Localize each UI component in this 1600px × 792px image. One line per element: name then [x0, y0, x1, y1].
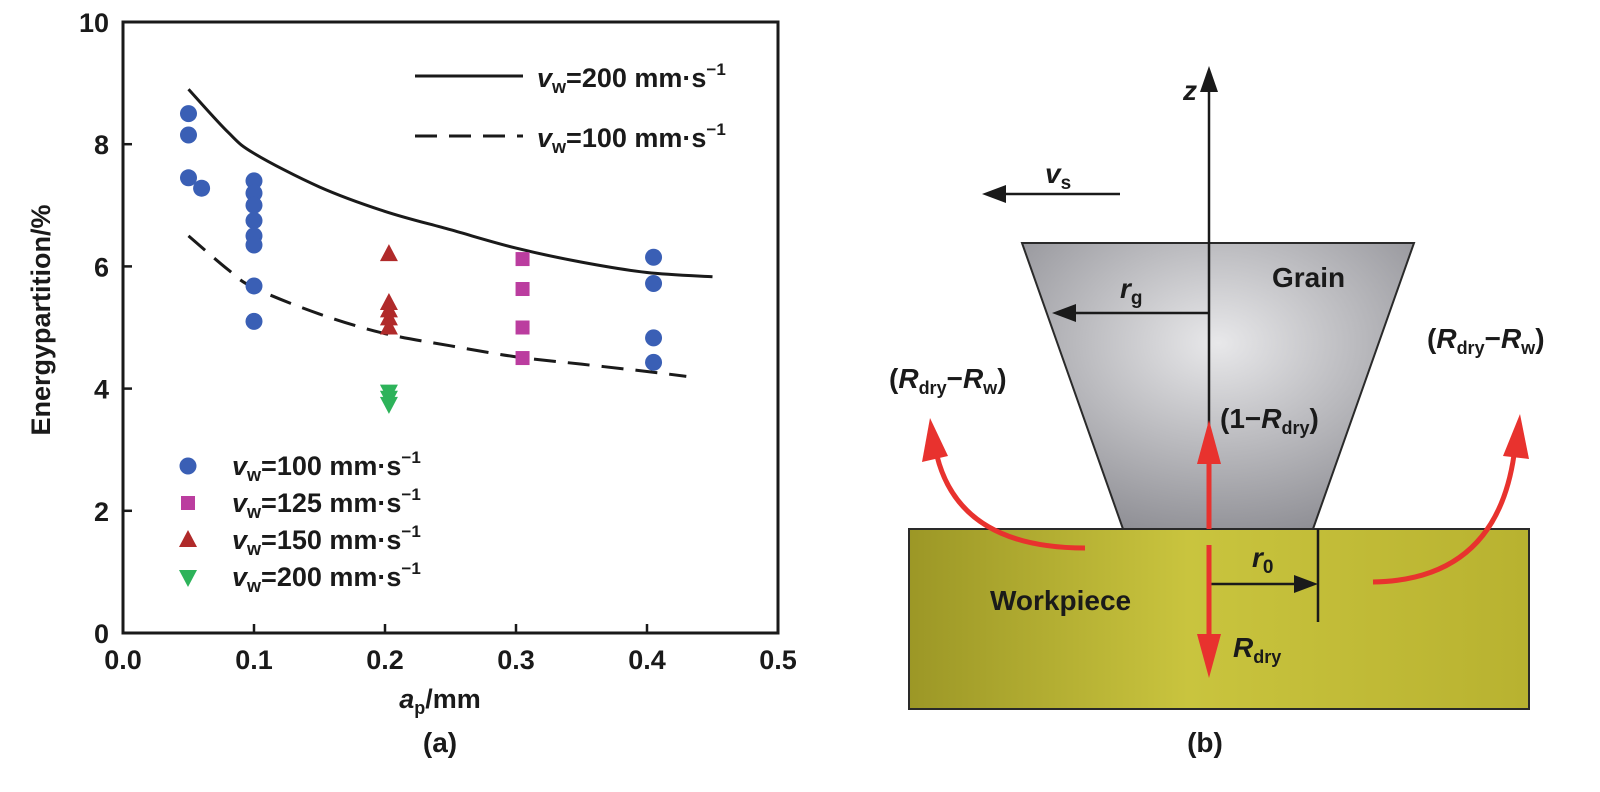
x-axis-label: ap/mm	[399, 684, 481, 718]
up-flux-label: (1−Rdry)	[1220, 403, 1319, 438]
up-flux-arrowhead	[1197, 420, 1221, 464]
left-flux-label: (Rdry−Rw)	[889, 363, 1007, 398]
z-axis-label: z	[1182, 75, 1197, 106]
data-point-series-1	[180, 126, 197, 144]
left-flux-arrowhead	[922, 418, 948, 462]
down-flux-arrowhead	[1197, 634, 1221, 678]
data-point-series-1	[645, 329, 663, 347]
r0-label: r0	[1252, 542, 1273, 578]
legend-marker-series-4	[179, 570, 197, 587]
panel-label-b: (b)	[1187, 727, 1223, 758]
y-tick-label: 6	[94, 252, 109, 282]
data-point-series-1	[245, 236, 263, 254]
fit-line-solid	[187, 88, 713, 279]
chart-panel-a: 0.0 0.1 0.2 0.3 0.4 0.5 0 2 4 6 8 10 Energypartitio…	[26, 8, 797, 758]
right-flux-arrowhead	[1503, 414, 1529, 459]
legend-series-4-label: vw=200 mm·s−1	[232, 559, 421, 596]
data-point-series-1	[245, 312, 263, 330]
data-point-series-1	[245, 196, 263, 214]
y-axis-label: Energypartition/%	[26, 204, 56, 435]
vs-label: vs	[1045, 158, 1071, 194]
right-flux-arrow-curve	[1372, 454, 1517, 585]
left-flux-arrow-curve	[934, 455, 1086, 551]
data-point-series-2	[515, 252, 530, 267]
y-tick-label: 0	[94, 619, 109, 649]
rg-arrowhead	[1052, 304, 1076, 322]
panel-label-a: (a)	[423, 727, 457, 758]
plot-frame	[121, 20, 780, 635]
legend-series-1-label: vw=100 mm·s−1	[232, 448, 421, 485]
vs-arrowhead	[982, 185, 1006, 203]
data-point-series-1	[245, 184, 263, 202]
data-point-series-2	[515, 351, 530, 366]
legend-lines: vw=200 mm·s−1 vw=100 mm·s−1	[415, 60, 726, 157]
fit-line-dashed	[187, 234, 687, 378]
x-tick-label: 0.3	[497, 645, 535, 675]
fit-lines	[187, 88, 713, 378]
x-tick-label: 0.0	[104, 645, 142, 675]
data-point-series-1	[245, 212, 263, 230]
y-tick-label: 2	[94, 497, 109, 527]
legend-marker-series-2	[181, 496, 195, 510]
legend-series-3-label: vw=150 mm·s−1	[232, 522, 421, 559]
heat-flux-arrows	[922, 414, 1529, 678]
data-points	[180, 105, 663, 414]
data-point-series-1	[180, 105, 197, 123]
data-point-series-1	[245, 277, 263, 295]
y-tick-label: 10	[79, 8, 109, 38]
workpiece-label: Workpiece	[990, 585, 1131, 616]
y-tick-label: 4	[94, 375, 109, 405]
x-tick-label: 0.5	[759, 645, 797, 675]
data-point-series-2	[515, 282, 530, 297]
grain-label: Grain	[1272, 262, 1345, 293]
legend-line-dashed-label: vw=100 mm·s−1	[537, 120, 726, 157]
data-point-series-1	[193, 179, 211, 197]
x-tick-label: 0.2	[366, 645, 404, 675]
x-axis-label-main: a	[399, 684, 414, 714]
right-flux-label: (Rdry−Rw)	[1427, 323, 1545, 358]
legend-line-solid-label: vw=200 mm·s−1	[537, 60, 726, 97]
r0-arrowhead	[1294, 575, 1318, 593]
data-point-series-1	[645, 275, 663, 293]
data-point-series-2	[515, 320, 530, 335]
legend-marker-series-3	[179, 530, 197, 547]
x-tick-label: 0.1	[235, 645, 273, 675]
x-axis-label-sub: p	[414, 698, 425, 718]
data-point-series-3	[379, 308, 398, 326]
x-axis-label-unit: /mm	[425, 684, 481, 714]
diagram-panel-b: z vs rg r0 Grain Workpiece	[889, 66, 1545, 758]
legend-markers: vw=100 mm·s−1 vw=125 mm·s−1 vw=150 mm·s−…	[179, 448, 421, 596]
axis-ticks: 0.0 0.1 0.2 0.3 0.4 0.5 0 2 4 6 8 10	[79, 8, 797, 675]
z-axis-arrowhead	[1200, 66, 1218, 92]
data-point-series-3	[379, 244, 398, 262]
legend-marker-series-1	[179, 457, 197, 475]
data-point-series-1	[245, 172, 263, 190]
data-point-series-1	[645, 248, 663, 266]
down-flux-label: Rdry	[1233, 632, 1281, 667]
data-point-series-1	[645, 353, 663, 371]
rg-label: rg	[1120, 273, 1143, 309]
data-point-series-3	[379, 317, 398, 335]
data-point-series-1	[180, 169, 197, 187]
workpiece-block	[908, 528, 1530, 710]
legend-series-2-label: vw=125 mm·s−1	[232, 485, 421, 522]
grain-trapezoid	[1020, 242, 1416, 530]
y-tick-label: 8	[94, 130, 109, 160]
x-tick-label: 0.4	[628, 645, 666, 675]
data-point-series-4	[379, 396, 398, 414]
